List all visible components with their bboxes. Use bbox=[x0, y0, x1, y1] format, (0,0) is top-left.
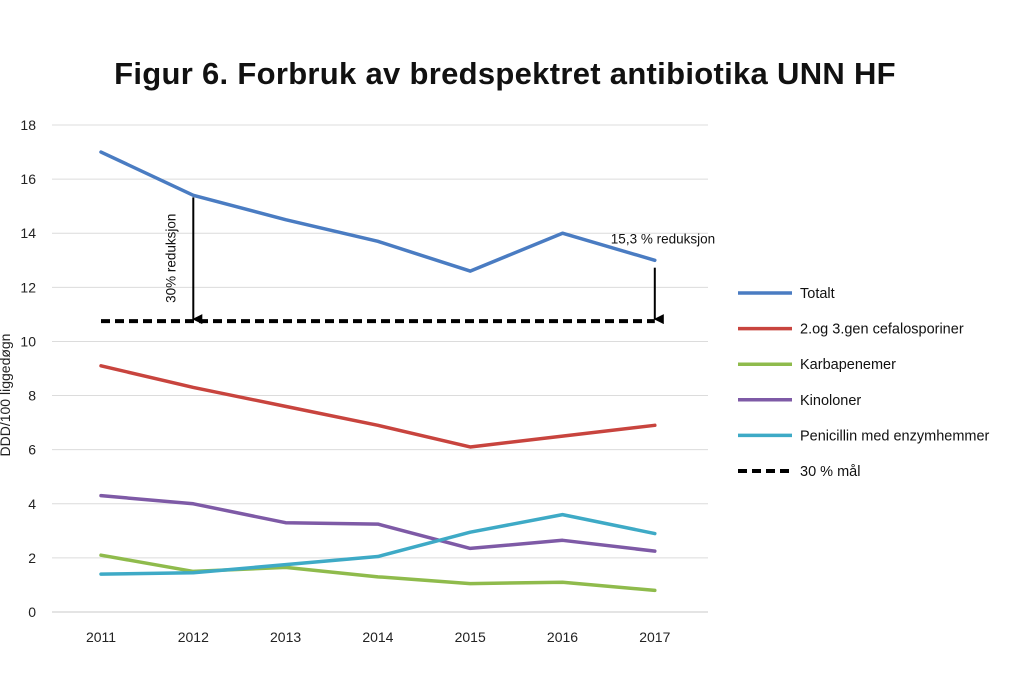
x-axis: 2011 2012 2013 2014 2015 2016 2017 bbox=[86, 629, 671, 645]
series-line-2 bbox=[99, 364, 657, 449]
annotation-label: 30% reduksjon bbox=[163, 214, 178, 303]
annotations: 30% reduksjon 15,3 % reduksjon bbox=[163, 197, 715, 325]
x-tick-label: 2017 bbox=[639, 629, 670, 645]
x-tick-label: 2015 bbox=[455, 629, 486, 645]
y-tick-label: 0 bbox=[28, 604, 36, 620]
y-tick-label: 12 bbox=[20, 279, 36, 295]
series-lines bbox=[99, 150, 657, 593]
y-tick-label: 4 bbox=[28, 496, 36, 512]
y-tick-label: 14 bbox=[20, 225, 36, 241]
y-tick-label: 2 bbox=[28, 550, 36, 566]
y-tick-label: 18 bbox=[20, 117, 36, 133]
x-tick-label: 2012 bbox=[178, 629, 209, 645]
legend-label: 30 % mål bbox=[800, 464, 860, 480]
x-tick-label: 2011 bbox=[86, 629, 116, 645]
legend: Totalt 2.og 3.gen cefalosporiner Karbapene… bbox=[738, 286, 990, 480]
legend-label: Totalt bbox=[800, 286, 835, 302]
y-tick-label: 8 bbox=[28, 388, 36, 404]
y-tick-label: 16 bbox=[20, 171, 36, 187]
annotation-label: 15,3 % reduksjon bbox=[611, 232, 715, 247]
x-tick-label: 2013 bbox=[270, 629, 301, 645]
legend-label: Kinoloner bbox=[800, 393, 861, 409]
legend-label: Karbapenemer bbox=[800, 357, 896, 373]
legend-label: Penicillin med enzymhemmer bbox=[800, 428, 990, 444]
y-axis: 0 2 4 6 8 10 12 14 16 18 bbox=[20, 117, 36, 620]
legend-label: 2.og 3.gen cefalosporiner bbox=[800, 322, 964, 338]
grid-lines bbox=[52, 124, 708, 613]
y-axis-label: DDD/100 liggedøgn bbox=[0, 334, 13, 457]
x-tick-label: 2014 bbox=[362, 629, 393, 645]
x-tick-label: 2016 bbox=[547, 629, 578, 645]
series-line-1 bbox=[99, 150, 657, 273]
chart-title: Figur 6. Forbruk av bredspektret antibio… bbox=[114, 56, 896, 91]
y-tick-label: 10 bbox=[20, 333, 36, 349]
y-tick-label: 6 bbox=[28, 442, 36, 458]
